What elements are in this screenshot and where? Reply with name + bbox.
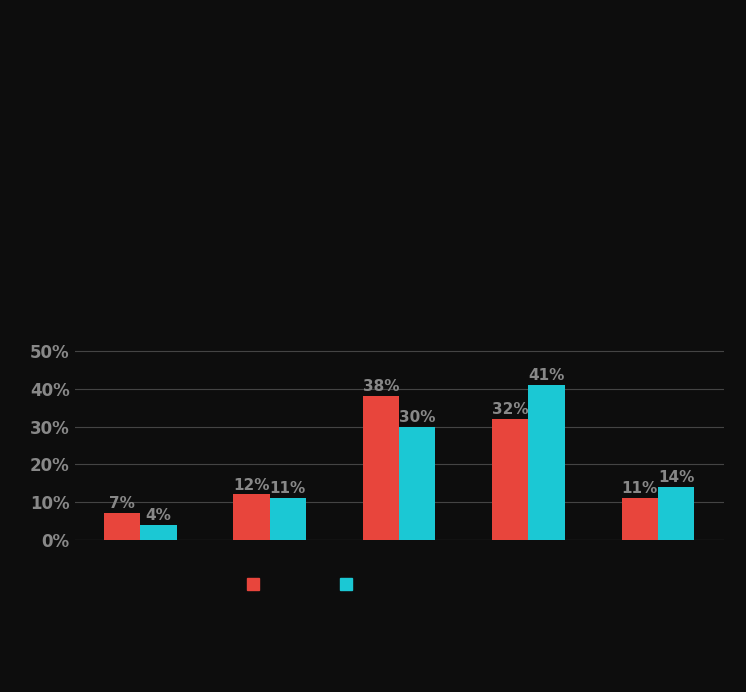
Legend: , : , — [241, 572, 363, 599]
Bar — [399, 426, 436, 540]
Bar — [528, 385, 565, 540]
Text: 11%: 11% — [621, 482, 658, 496]
Text: 38%: 38% — [363, 379, 399, 394]
Bar — [104, 513, 140, 540]
Bar — [621, 498, 658, 540]
Text: 14%: 14% — [658, 470, 695, 485]
Text: 12%: 12% — [233, 477, 270, 493]
Bar — [233, 495, 270, 540]
Bar — [492, 419, 528, 540]
Bar — [658, 487, 694, 540]
Text: 30%: 30% — [399, 410, 436, 425]
Bar — [270, 498, 306, 540]
Text: 41%: 41% — [528, 368, 565, 383]
Bar — [363, 397, 399, 540]
Bar — [140, 525, 177, 540]
Text: 7%: 7% — [109, 496, 135, 511]
Text: 4%: 4% — [145, 508, 172, 522]
Text: 11%: 11% — [270, 482, 306, 496]
Text: 32%: 32% — [492, 402, 529, 417]
